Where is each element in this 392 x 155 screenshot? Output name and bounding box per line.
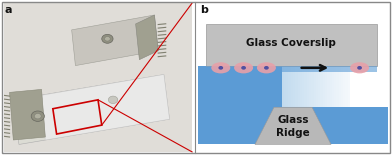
Bar: [334, 66, 336, 107]
Bar: [316, 66, 318, 107]
Bar: [300, 66, 302, 107]
Bar: [198, 66, 281, 144]
Bar: [343, 66, 345, 107]
Bar: [314, 66, 316, 107]
Bar: [318, 66, 320, 107]
Bar: [281, 66, 284, 107]
Bar: [205, 66, 377, 72]
Text: b: b: [200, 5, 208, 15]
Polygon shape: [9, 89, 45, 140]
Circle shape: [34, 113, 41, 119]
Circle shape: [31, 111, 44, 121]
Bar: [298, 66, 300, 107]
Polygon shape: [255, 107, 331, 144]
Bar: [293, 66, 295, 107]
Bar: [302, 66, 305, 107]
Polygon shape: [136, 15, 158, 60]
Polygon shape: [72, 15, 158, 66]
Bar: [205, 24, 377, 66]
Polygon shape: [42, 75, 169, 140]
Bar: [323, 66, 325, 107]
Text: Glass Coverslip: Glass Coverslip: [246, 38, 336, 48]
Bar: [289, 66, 291, 107]
Ellipse shape: [357, 66, 362, 70]
Bar: [336, 66, 339, 107]
Bar: [348, 66, 350, 107]
Circle shape: [105, 37, 110, 41]
Text: a: a: [5, 5, 12, 15]
Bar: [307, 66, 309, 107]
Circle shape: [102, 34, 113, 43]
Text: Glass
Ridge: Glass Ridge: [276, 115, 310, 138]
Polygon shape: [13, 75, 169, 144]
Bar: [341, 66, 343, 107]
Ellipse shape: [241, 66, 246, 70]
Circle shape: [108, 96, 118, 104]
Bar: [309, 66, 311, 107]
Ellipse shape: [218, 66, 223, 70]
Bar: [305, 66, 307, 107]
Bar: [284, 66, 286, 107]
Ellipse shape: [211, 62, 230, 73]
Bar: [311, 66, 314, 107]
Ellipse shape: [264, 66, 269, 70]
Bar: [295, 66, 298, 107]
Ellipse shape: [350, 62, 369, 73]
Ellipse shape: [234, 62, 253, 73]
Bar: [327, 66, 330, 107]
Bar: [291, 66, 293, 107]
Bar: [286, 66, 289, 107]
Ellipse shape: [257, 62, 276, 73]
Bar: [325, 66, 327, 107]
Bar: [345, 66, 348, 107]
Bar: [332, 66, 334, 107]
Bar: [320, 66, 323, 107]
Bar: [339, 66, 341, 107]
Bar: [330, 66, 332, 107]
Bar: [198, 107, 388, 144]
